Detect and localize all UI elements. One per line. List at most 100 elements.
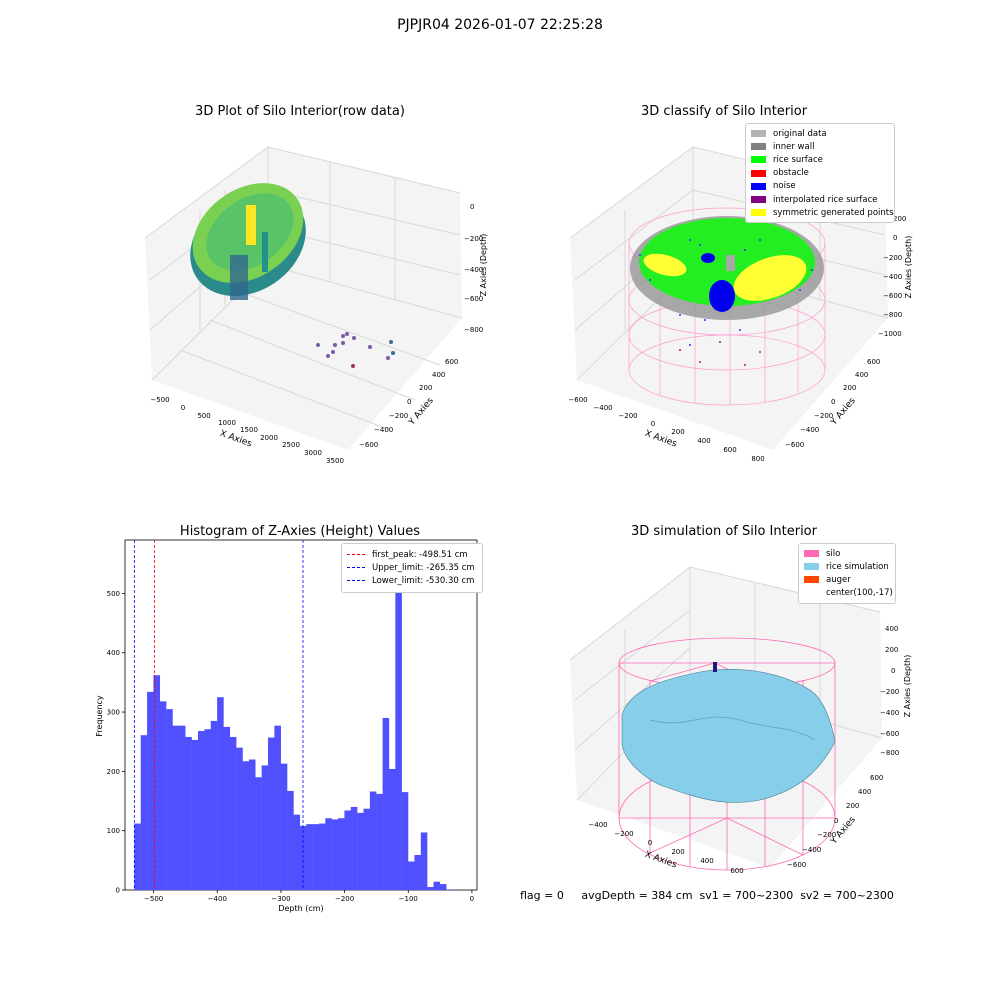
panel4-tick-labels: −400 −200 0 200 400 600 600 400 200 0 −2… [588,625,899,875]
histogram-bar [420,832,428,890]
histogram-vlines [133,540,304,890]
p4-ztick: 0 [891,667,895,675]
histogram-bar [147,691,154,890]
p1-ytick: 600 [445,358,458,366]
p2-ytick: 600 [867,358,880,366]
histogram-bar [395,554,402,890]
histogram-bar [306,824,313,890]
p1-xtick: 500 [197,412,210,420]
p4-ytick: 600 [870,774,883,782]
histogram-bar [255,777,262,890]
p1-ytick: −600 [359,441,378,449]
p1-ztick: −400 [464,266,483,274]
p4-ytick: −200 [817,831,836,839]
histogram-bar [185,736,192,890]
p2-xtick: 600 [723,446,736,454]
p2-ytick: −600 [785,441,804,449]
legend-label: obstacle [773,168,809,179]
legend-item-lower-limit: Lower_limit: -530.30 cm [347,574,477,587]
legend-item-upper-limit: Upper_limit: -265.35 cm [347,561,477,574]
histogram-bar [287,790,294,890]
legend-label: Upper_limit: -265.35 cm [372,562,475,573]
histogram-bar [427,887,434,890]
p4-xtick: 600 [730,867,743,875]
panel4-title: 3D simulation of Silo Interior [631,524,817,539]
x-tick-label: −400 [208,895,227,903]
histogram-bar [166,709,173,890]
legend-swatch [804,563,819,571]
histogram-bar [191,739,199,890]
histogram-legend: first_peak: -498.51 cm Upper_limit: -265… [341,543,483,593]
p4-zlabel: Z Axies (Depth) [903,655,912,718]
legend-swatch [751,143,766,151]
p4-ytick: −400 [802,846,821,854]
legend-item-inner-wall: inner wall [751,140,889,153]
y-axis-label: Frequency [95,695,104,737]
p2-ytick: 0 [831,398,835,406]
legend-item-noise: noise [751,180,889,193]
p2-ztick: 0 [893,234,897,242]
p1-ytick: 0 [407,398,411,406]
p4-xtick: 400 [700,857,713,865]
x-tick-label: −300 [271,895,290,903]
histogram-y-ticks: 0 100 200 300 400 500 [107,590,125,895]
p1-ztick: −800 [464,326,483,334]
legend-item-rice-simulation: rice simulation [804,560,890,573]
legend-swatch [751,156,766,164]
histogram-bar [223,726,231,890]
legend-swatch [751,169,766,177]
p4-ytick: 0 [834,817,838,825]
p1-xtick: 2500 [282,441,300,449]
p2-ytick: −200 [814,412,833,420]
histogram-bar [293,814,301,890]
histogram-bar [376,793,383,890]
histogram-bar [248,759,256,890]
legend-item-obstacle: obstacle [751,167,889,180]
panel1-title: 3D Plot of Silo Interior(row data) [195,104,405,119]
p1-ytick: 400 [432,371,445,379]
p2-ztick: 200 [893,215,906,223]
legend-line [347,554,365,556]
legend-swatch [804,550,819,558]
histogram-x-ticks: −500 −400 −300 −200 −100 0 [144,890,474,903]
panel1-outlier-points [316,332,395,368]
y-tick-label: 400 [107,649,120,657]
p2-ytick: 400 [855,371,868,379]
histogram-bar [369,791,377,890]
p4-xtick: 0 [648,839,652,847]
legend-item-rice-surface: rice surface [751,153,889,166]
legend-label: rice simulation [826,561,889,572]
histogram-bar [388,768,396,890]
histogram-bar [414,855,421,890]
p1-ytick: −400 [374,426,393,434]
x-tick-label: 0 [470,895,474,903]
histogram-bars [134,554,453,890]
histogram-bar [325,818,332,890]
legend-item-silo: silo [804,547,890,560]
p2-xtick: 200 [671,428,684,436]
y-tick-label: 0 [116,887,120,895]
y-tick-label: 100 [107,827,120,835]
p1-xtick: 0 [181,404,185,412]
p4-ztick: −800 [880,749,899,757]
histogram-bar [134,823,141,890]
x-tick-label: −100 [399,895,418,903]
p4-ytick: −600 [787,861,806,869]
figure-title: PJPJR04 2026-01-07 22:25:28 [397,17,603,33]
panel1-silo-surface [190,183,306,300]
p1-xtick: −500 [150,396,169,404]
histogram-bar [312,824,320,890]
legend-line [347,567,365,569]
legend-item-symmetric: symmetric generated points [751,206,894,219]
panel2-legend: original data inner wall rice surface ob… [745,123,895,224]
chart-title: Histogram of Z-Axies (Height) Values [179,524,421,539]
histogram-bar [198,731,205,890]
panel4-auger-marker [713,662,717,672]
histogram-bar [350,806,358,890]
p4-xtick: −400 [588,821,607,829]
p4-ztick: −200 [880,688,899,696]
panel2-title: 3D classify of Silo Interior [640,104,808,119]
y-tick-label: 300 [107,709,120,717]
legend-item-center: center(100,-17) [804,587,893,600]
panel1-tick-labels: −500 0 500 1000 1500 2000 2500 3000 3500… [150,203,483,465]
